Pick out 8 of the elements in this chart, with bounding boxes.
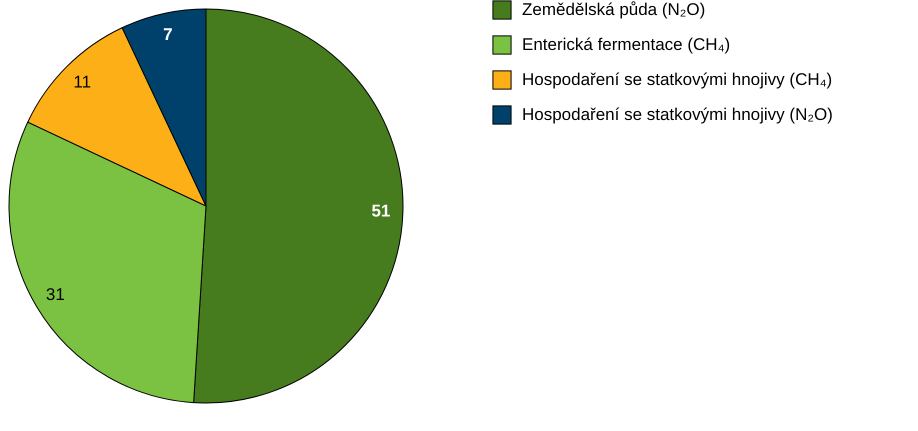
data-label: 51 (371, 201, 390, 220)
legend-label: Hospodaření se statkovými hnojivy (N₂O) (522, 105, 833, 124)
legend-label: Hospodaření se statkovými hnojivy (CH₄) (522, 70, 832, 89)
data-label: 11 (73, 72, 92, 92)
data-label: 7 (163, 25, 173, 44)
data-label: 31 (46, 285, 65, 304)
legend-label: Enterická fermentace (CH₄) (522, 35, 730, 54)
legend-label: Zemědělská půda (N₂O) (522, 0, 706, 19)
